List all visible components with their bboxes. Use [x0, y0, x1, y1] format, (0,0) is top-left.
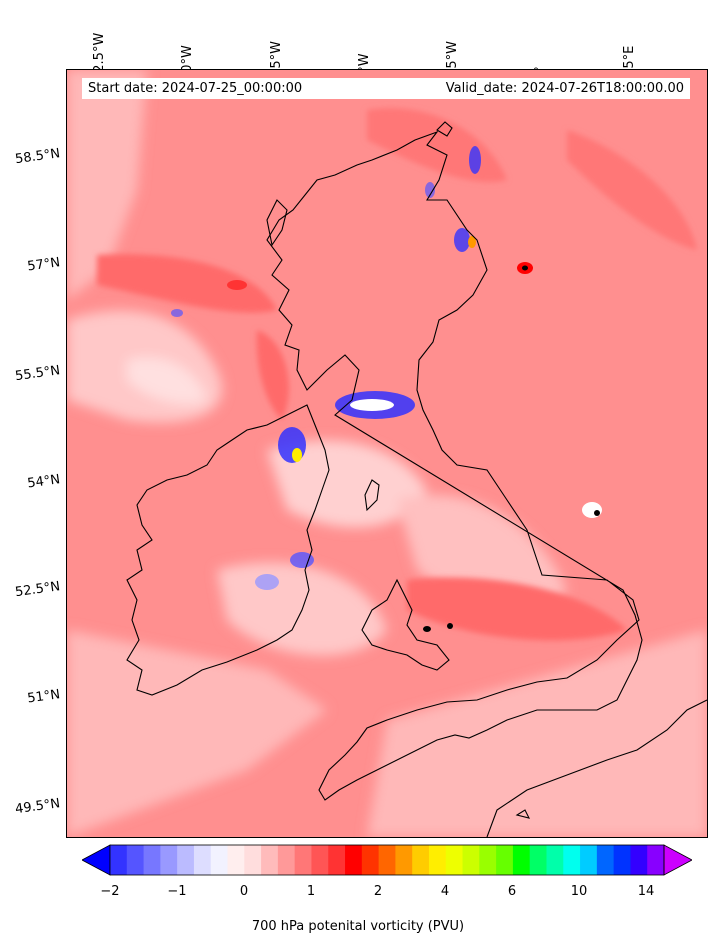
colorbar-extend-high	[663, 844, 692, 876]
colorbar-extend-low	[82, 844, 111, 876]
colorbar-segment	[160, 845, 178, 875]
colorbar-segment	[244, 845, 262, 875]
coast-great-britain	[266, 130, 643, 801]
colorbar-segment	[227, 845, 245, 875]
pv-field-map	[67, 70, 707, 837]
coast-ireland	[126, 404, 330, 696]
colorbar	[82, 844, 692, 876]
colorbar-segment	[428, 845, 447, 875]
lat-label-54n: 54°N	[26, 472, 62, 492]
lat-label-52-5n: 52.5°N	[14, 579, 62, 601]
colorbar-segment	[345, 845, 363, 875]
colorbar-segment	[512, 845, 531, 875]
lat-label-57n: 57°N	[26, 255, 62, 275]
coast-hebrides	[266, 199, 288, 247]
lat-label-58-5n: 58.5°N	[14, 146, 62, 168]
colorbar-segment	[294, 845, 312, 875]
cb-tick-2: 2	[373, 884, 383, 899]
colorbar-segment	[529, 845, 547, 875]
lat-label-49-5n: 49.5°N	[14, 796, 62, 818]
coast-isle-of-man	[364, 479, 380, 512]
cb-tick-10: 10	[570, 884, 588, 899]
colorbar-segment	[479, 845, 497, 875]
start-date-label: Start date: 2024-07-25_00:00:00	[88, 81, 303, 96]
colorbar-segment	[580, 845, 598, 875]
colorbar-segment	[311, 845, 329, 875]
cb-tick-minus1: −1	[167, 884, 187, 899]
colorbar-segment	[328, 845, 346, 875]
colorbar-segment	[630, 845, 648, 875]
colorbar-segment	[378, 845, 396, 875]
colorbar-segment	[277, 845, 296, 875]
colorbar-segment	[412, 845, 430, 875]
colorbar-segment	[193, 845, 212, 875]
date-info-box: Start date: 2024-07-25_00:00:00 Valid_da…	[82, 78, 690, 99]
colorbar-segment	[445, 845, 464, 875]
colorbar-segment	[143, 845, 161, 875]
colorbar-segment	[210, 845, 229, 875]
colorbar-segment	[647, 845, 665, 875]
colorbar-segment	[177, 845, 195, 875]
coast-france	[486, 699, 707, 837]
colorbar-segment	[546, 845, 564, 875]
coast-channel-islands	[515, 809, 531, 819]
colorbar-segment	[361, 845, 380, 875]
colorbar-segment	[110, 845, 128, 875]
coast-wales	[361, 578, 450, 671]
cb-tick-14: 14	[637, 884, 655, 899]
cb-tick-0: 0	[239, 884, 249, 899]
lat-label-51n: 51°N	[26, 687, 62, 707]
lat-label-55-5n: 55.5°N	[14, 363, 62, 385]
coast-orkney	[436, 121, 453, 137]
colorbar-segment	[462, 845, 480, 875]
colorbar-segment	[126, 845, 145, 875]
cb-tick-6: 6	[507, 884, 517, 899]
cb-tick-4: 4	[440, 884, 450, 899]
pv-map	[66, 69, 708, 838]
pv-anomalies	[171, 146, 602, 632]
cb-tick-minus2: −2	[100, 884, 120, 899]
coastlines	[126, 121, 707, 837]
colorbar-label: 700 hPa potenital vorticity (PVU)	[251, 919, 465, 934]
colorbar-segment	[563, 845, 581, 875]
colorbar-border	[109, 844, 665, 876]
cb-tick-1: 1	[306, 884, 316, 899]
colorbar-segment	[596, 845, 615, 875]
colorbar-segment	[395, 845, 413, 875]
colorbar-segment	[496, 845, 514, 875]
colorbar-segment	[613, 845, 631, 875]
valid-date-label: Valid_date: 2024-07-26T18:00:00.00	[445, 81, 684, 96]
colorbar-segment	[261, 845, 279, 875]
